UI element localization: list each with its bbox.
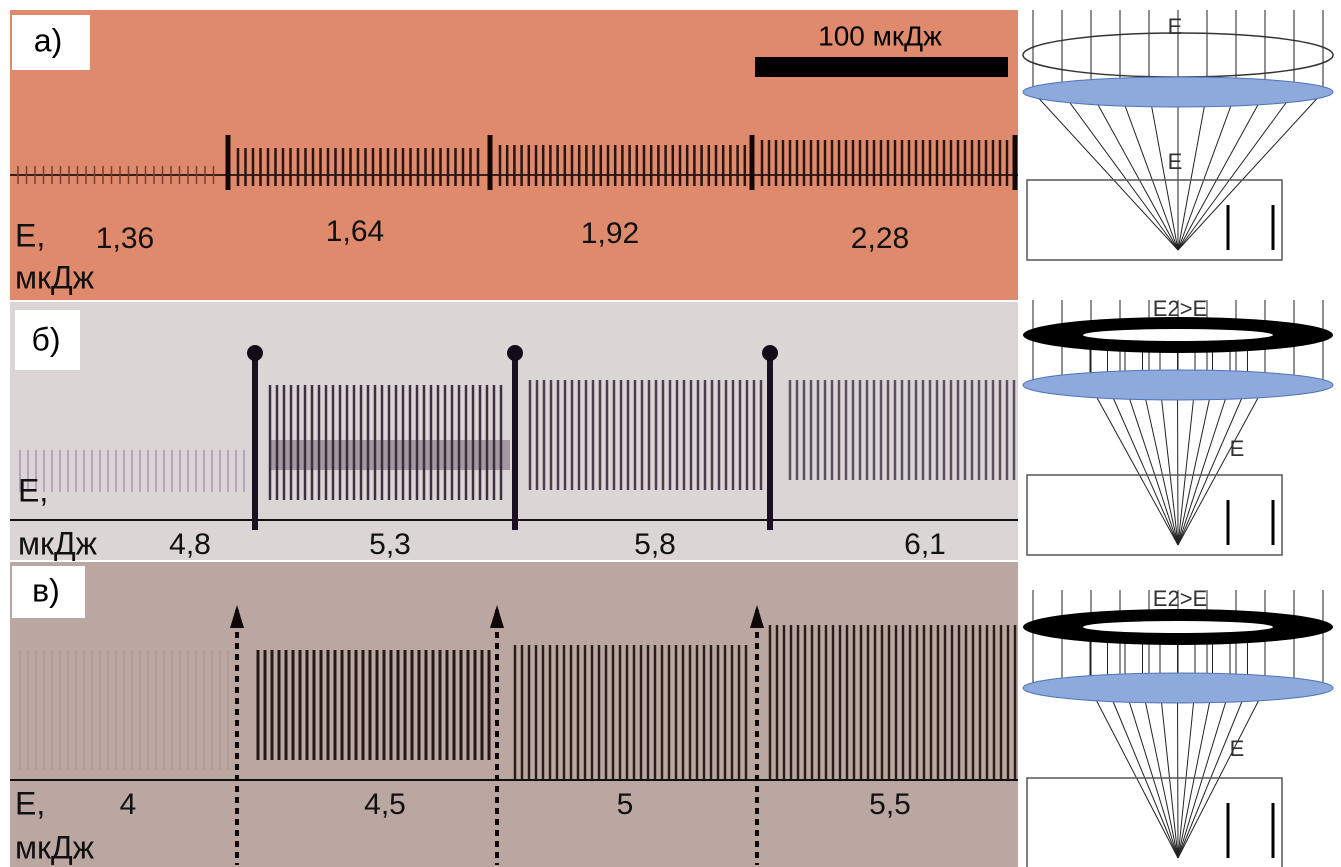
ray xyxy=(1177,687,1248,859)
marker-arrow xyxy=(750,605,764,628)
energy-value: 1,92 xyxy=(581,217,639,250)
ring-hole xyxy=(1083,621,1273,633)
ray xyxy=(1177,687,1179,859)
ray xyxy=(1177,91,1208,251)
ray xyxy=(1124,384,1179,546)
sample xyxy=(1026,179,1283,261)
focus-label: E xyxy=(1230,736,1245,761)
ray xyxy=(1177,384,1248,546)
energy-value: 4 xyxy=(120,788,137,821)
focus-label: E xyxy=(1168,149,1183,174)
energy-value: 1,64 xyxy=(326,215,384,248)
ray xyxy=(1177,384,1179,546)
energy-value: 6,1 xyxy=(904,528,946,561)
energy-unit: мкДж xyxy=(15,829,95,865)
ray xyxy=(1089,384,1179,546)
ray xyxy=(1177,687,1196,859)
ray xyxy=(1148,91,1179,251)
energy-value: 5,3 xyxy=(369,528,411,561)
ray xyxy=(1177,384,1266,546)
energy-value: 4,5 xyxy=(364,788,406,821)
ray xyxy=(1177,91,1266,251)
ray xyxy=(1177,384,1231,546)
ray xyxy=(1177,91,1324,251)
beam-label: E2>E xyxy=(1153,586,1207,611)
marker-arrow xyxy=(230,605,244,628)
band xyxy=(270,440,510,470)
panel-label: а) xyxy=(34,22,62,58)
beam-label: E2>E xyxy=(1153,296,1207,321)
energy-value: 5 xyxy=(617,788,634,821)
beam-label: E xyxy=(1168,14,1183,39)
label-box xyxy=(12,566,85,618)
energy-value: 5,8 xyxy=(634,528,676,561)
ray xyxy=(1177,91,1237,251)
ray xyxy=(1159,384,1179,546)
ray xyxy=(1032,91,1179,251)
label-box xyxy=(15,310,80,370)
energy-unit: мкДж xyxy=(15,259,95,295)
sample xyxy=(1026,777,1283,867)
ray xyxy=(1107,687,1179,859)
energy-value: 2,28 xyxy=(851,222,909,255)
energy-unit: мкДж xyxy=(18,525,98,561)
scale-bar xyxy=(755,57,1008,77)
energy-value: 4,8 xyxy=(169,528,211,561)
lens xyxy=(1022,76,1334,108)
scale-bar-label: 100 мкДж xyxy=(818,20,942,51)
ray xyxy=(1177,687,1213,859)
ray xyxy=(1177,687,1231,859)
ray xyxy=(1159,687,1179,859)
ray xyxy=(1089,687,1179,859)
ray xyxy=(1177,687,1266,859)
ray xyxy=(1061,91,1179,251)
energy-value: 1,36 xyxy=(96,222,154,255)
ray xyxy=(1142,687,1179,859)
ray xyxy=(1107,384,1179,546)
ray xyxy=(1090,91,1179,251)
ring-hole xyxy=(1083,329,1273,341)
ray xyxy=(1119,91,1179,251)
ray xyxy=(1142,384,1179,546)
energy-symbol: E, xyxy=(15,217,45,253)
focus-label: E xyxy=(1230,436,1245,461)
ray xyxy=(1177,91,1295,251)
energy-value: 5,5 xyxy=(869,788,911,821)
marker-dot xyxy=(507,345,523,361)
sample xyxy=(1026,474,1283,556)
marker-dot xyxy=(247,345,263,361)
lens xyxy=(1022,672,1334,704)
lens xyxy=(1022,369,1334,401)
panel-label: б) xyxy=(32,321,61,357)
ray xyxy=(1177,384,1196,546)
energy-symbol: E, xyxy=(15,785,45,821)
marker-dot xyxy=(762,345,778,361)
label-box xyxy=(12,15,90,70)
panel-label: в) xyxy=(32,572,60,608)
ray xyxy=(1177,384,1213,546)
energy-symbol: E, xyxy=(18,472,48,508)
marker-arrow xyxy=(490,605,504,628)
ray xyxy=(1124,687,1179,859)
